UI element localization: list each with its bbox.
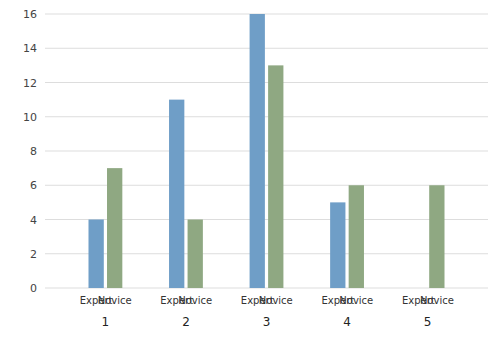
series-label: Novice [259,295,293,306]
grid-line [45,116,488,117]
bar [88,220,103,289]
y-tick-label: 4 [30,214,37,227]
series-label: Novice [420,295,454,306]
category-label: 4 [343,315,351,329]
category-label: 1 [102,315,110,329]
bar [411,288,426,289]
bar [169,100,184,288]
grid-line [45,82,488,83]
bar [188,220,203,289]
series-label: Novice [178,295,212,306]
chart: 0246810121416ExpertNovice1ExpertNovice2E… [0,0,500,350]
grid-line [45,14,488,15]
y-tick-label: 14 [23,42,37,55]
y-tick-label: 0 [30,282,37,295]
series-label: Novice [339,295,373,306]
bar [250,14,265,288]
bar [330,202,345,288]
bar [349,185,364,288]
grid-line [45,151,488,152]
category-label: 3 [263,315,271,329]
category-label: 5 [424,315,432,329]
category-label: 2 [182,315,190,329]
y-tick-label: 16 [23,8,37,21]
bars [88,14,444,288]
bar [429,185,444,288]
y-tick-label: 10 [23,111,37,124]
chart-container: 0246810121416ExpertNovice1ExpertNovice2E… [0,0,500,350]
grid-line [45,48,488,49]
y-tick-label: 8 [30,145,37,158]
y-tick-label: 2 [30,248,37,261]
y-tick-label: 6 [30,179,37,192]
bar [268,65,283,288]
series-label: Novice [98,295,132,306]
y-tick-label: 12 [23,77,37,90]
bar [107,168,122,288]
grid [45,14,488,288]
